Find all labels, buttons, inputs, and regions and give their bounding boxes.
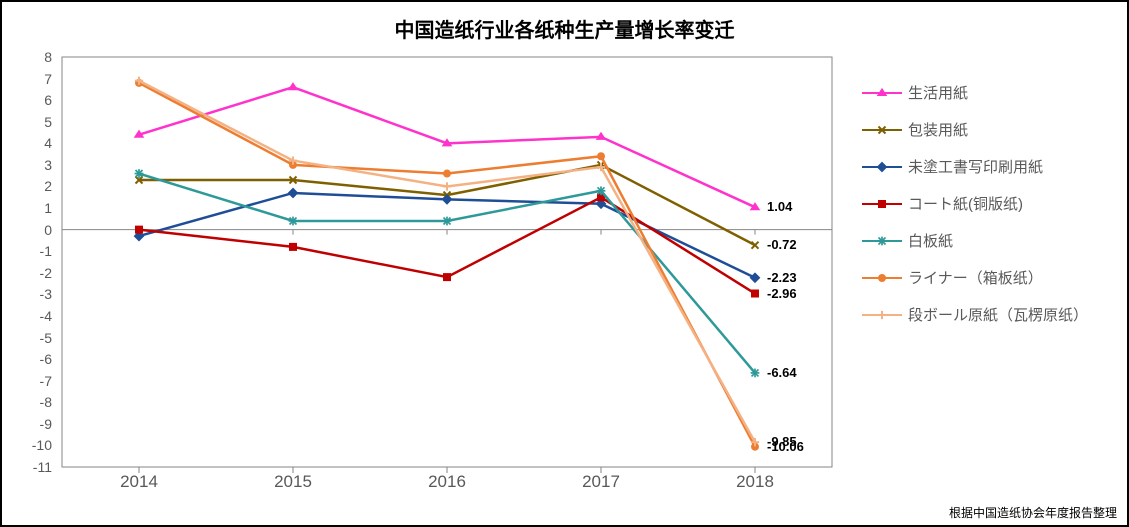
y-tick-label: -7 [40,373,52,389]
series-end-label: -0.72 [767,237,797,252]
legend-item: 白板紙 [862,230,1117,251]
y-tick-label: 6 [44,92,52,108]
y-tick-label: 7 [44,71,52,87]
legend-label: 未塗工書写印刷用紙 [908,156,1043,177]
y-tick-label: -8 [40,394,52,410]
legend-marker [862,159,902,175]
y-tick-label: 4 [44,135,52,151]
y-tick-label: -6 [40,351,52,367]
series-end-label: 1.04 [767,199,792,214]
y-tick-label: -1 [40,243,52,259]
x-tick-label: 2017 [582,472,620,492]
source-note: 根据中国造纸协会年度报告整理 [949,504,1117,521]
series-end-label: -9.85 [767,434,797,449]
y-tick-label: -9 [40,416,52,432]
legend-item: 包装用紙 [862,119,1117,140]
y-tick-label: 3 [44,157,52,173]
legend-marker [862,196,902,212]
legend-marker [862,270,902,286]
y-tick-label: 1 [44,200,52,216]
series-end-label: -2.23 [767,270,797,285]
legend-item: ライナー（箱板纸） [862,267,1117,288]
chart-container: 中国造纸行业各纸种生产量增长率变迁 -11-10-9-8-7-6-5-4-3-2… [0,0,1129,527]
legend-item: 段ボール原紙（瓦楞原纸） [862,304,1117,325]
legend: 生活用紙包装用紙未塗工書写印刷用紙コート紙(铜版纸) 白板紙ライナー（箱板纸） 段ボ… [862,82,1117,341]
legend-label: 段ボール原紙（瓦楞原纸） [908,304,1088,325]
x-tick-label: 2016 [428,472,466,492]
series-end-label: -2.96 [767,286,797,301]
x-tick-label: 2014 [120,472,158,492]
legend-label: 白板紙 [908,230,953,251]
legend-marker [862,85,902,101]
legend-marker [862,233,902,249]
y-tick-label: 0 [44,222,52,238]
y-tick-label: -4 [40,308,52,324]
legend-label: 包装用紙 [908,119,968,140]
y-tick-label: -5 [40,330,52,346]
series-end-label: -6.64 [767,365,797,380]
chart-title: 中国造纸行业各纸种生产量增长率变迁 [2,2,1127,43]
x-tick-label: 2018 [736,472,774,492]
y-tick-label: 8 [44,49,52,65]
legend-marker [862,307,902,323]
legend-item: 生活用紙 [862,82,1117,103]
legend-label: ライナー（箱板纸） [908,267,1043,288]
x-axis-labels: 2014 2015 2016 2017 2018 [62,472,832,502]
x-tick-label: 2015 [274,472,312,492]
y-axis-labels: -11-10-9-8-7-6-5-4-3-2-1012345678 [2,57,57,467]
plot-svg [62,57,832,467]
legend-item: 未塗工書写印刷用紙 [862,156,1117,177]
y-tick-label: -10 [32,437,52,453]
legend-label: 生活用紙 [908,82,968,103]
y-tick-label: 2 [44,178,52,194]
y-tick-label: -2 [40,265,52,281]
y-tick-label: -11 [33,459,52,475]
y-tick-label: -3 [40,286,52,302]
legend-marker [862,122,902,138]
legend-label: コート紙(铜版纸) [908,193,1023,214]
plot-area: 1.04-0.72-2.23-2.96-6.64-10.06-9.85 [62,57,832,467]
y-tick-label: 5 [44,114,52,130]
legend-item: コート紙(铜版纸) [862,193,1117,214]
